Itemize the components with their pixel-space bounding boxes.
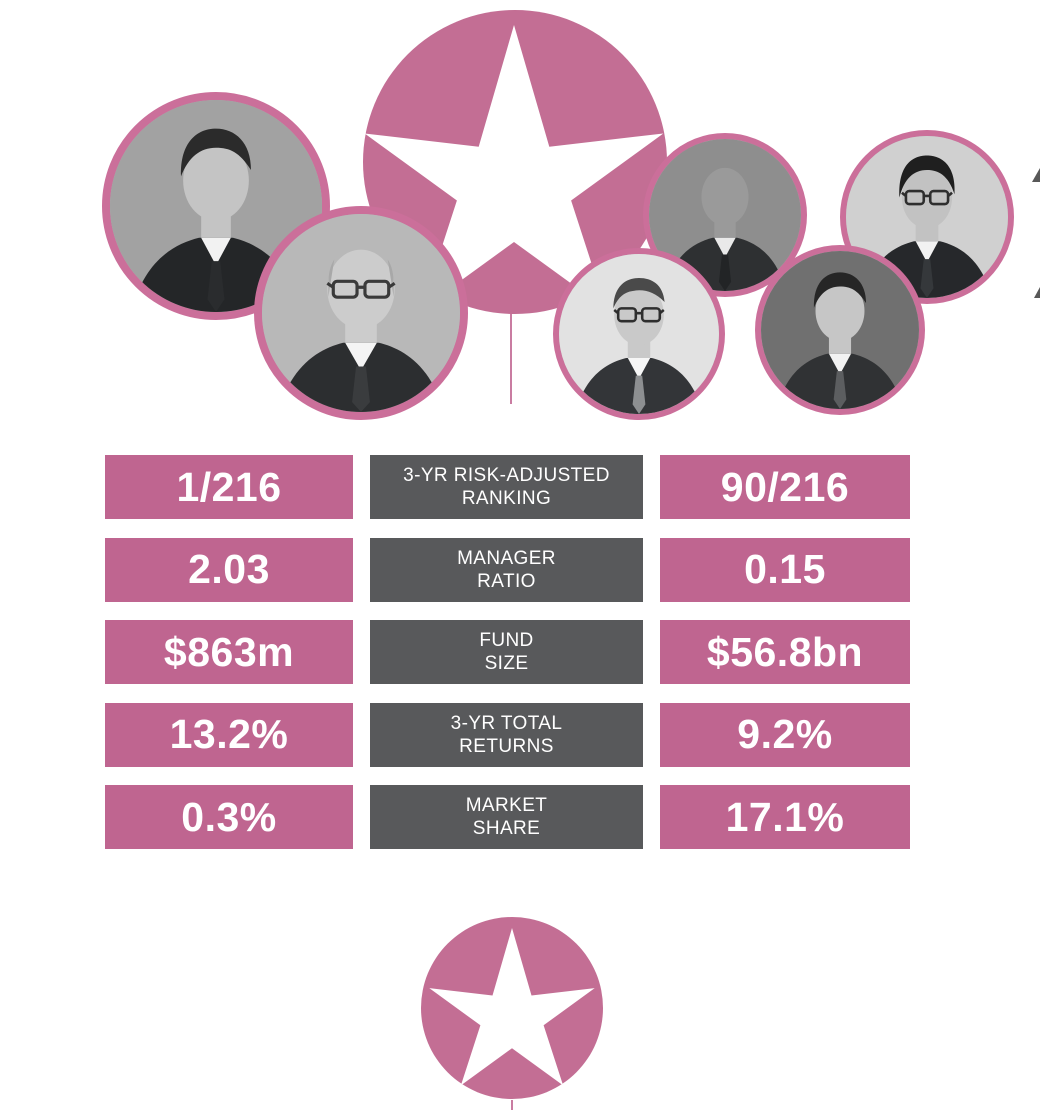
metric-value-left: 2.03 <box>105 537 353 602</box>
metric-value-right: 17.1% <box>660 785 910 849</box>
metric-label: MANAGER RATIO <box>370 537 643 602</box>
metric-label-line1: FUND <box>479 630 534 651</box>
top-star-badge <box>350 8 682 340</box>
metric-value-right: 0.15 <box>660 537 910 602</box>
metric-value-left: $863m <box>105 620 353 684</box>
metric-label-line2: RETURNS <box>459 735 554 757</box>
table-row: 2.03 MANAGER RATIO 0.15 <box>105 537 910 602</box>
metric-label: 3-YR RISK-ADJUSTED RANKING <box>370 455 643 519</box>
metric-value-right: $56.8bn <box>660 620 910 684</box>
comparison-table: 1/216 3-YR RISK-ADJUSTED RANKING 90/216 … <box>105 455 910 849</box>
table-row: 1/216 3-YR RISK-ADJUSTED RANKING 90/216 <box>105 455 910 519</box>
connector-line-bottom <box>511 1100 513 1110</box>
metric-value-left: 0.3% <box>105 785 353 849</box>
metric-label: FUND SIZE <box>370 620 643 684</box>
metric-label: MARKET SHARE <box>370 785 643 849</box>
metric-value-right: 90/216 <box>660 455 910 519</box>
metric-label-line2: SIZE <box>484 653 529 674</box>
cut-off-text-fragment <box>1034 287 1040 298</box>
portrait-photo-3 <box>553 248 725 420</box>
metric-label-line2: RATIO <box>477 570 536 592</box>
person-silhouette-icon <box>761 251 919 409</box>
person-silhouette-icon <box>846 136 1008 298</box>
metric-label-line2: RANKING <box>461 488 552 509</box>
metric-label-line1: MARKET <box>465 795 548 816</box>
person-silhouette-icon <box>262 214 460 412</box>
metric-value-right: 9.2% <box>660 702 910 767</box>
table-row: $863m FUND SIZE $56.8bn <box>105 620 910 684</box>
metric-label: 3-YR TOTAL RETURNS <box>370 702 643 767</box>
bottom-star-badge <box>413 912 611 1110</box>
table-row: 0.3% MARKET SHARE 17.1% <box>105 785 910 849</box>
metric-value-left: 13.2% <box>105 702 353 767</box>
star-icon <box>421 917 603 1099</box>
connector-line-top <box>510 313 512 404</box>
metric-label-line1: 3-YR TOTAL <box>450 712 563 734</box>
metric-label-line1: MANAGER <box>457 547 556 569</box>
metric-label-line1: 3-YR RISK-ADJUSTED <box>403 465 610 486</box>
person-silhouette-icon <box>559 254 719 414</box>
table-row: 13.2% 3-YR TOTAL RETURNS 9.2% <box>105 702 910 767</box>
metric-value-left: 1/216 <box>105 455 353 519</box>
cut-off-text-fragment <box>1032 168 1040 182</box>
portrait-photo-2 <box>254 206 468 420</box>
metric-label-line2: SHARE <box>472 818 541 839</box>
portrait-photo-5 <box>755 245 925 415</box>
star-icon <box>363 10 667 314</box>
